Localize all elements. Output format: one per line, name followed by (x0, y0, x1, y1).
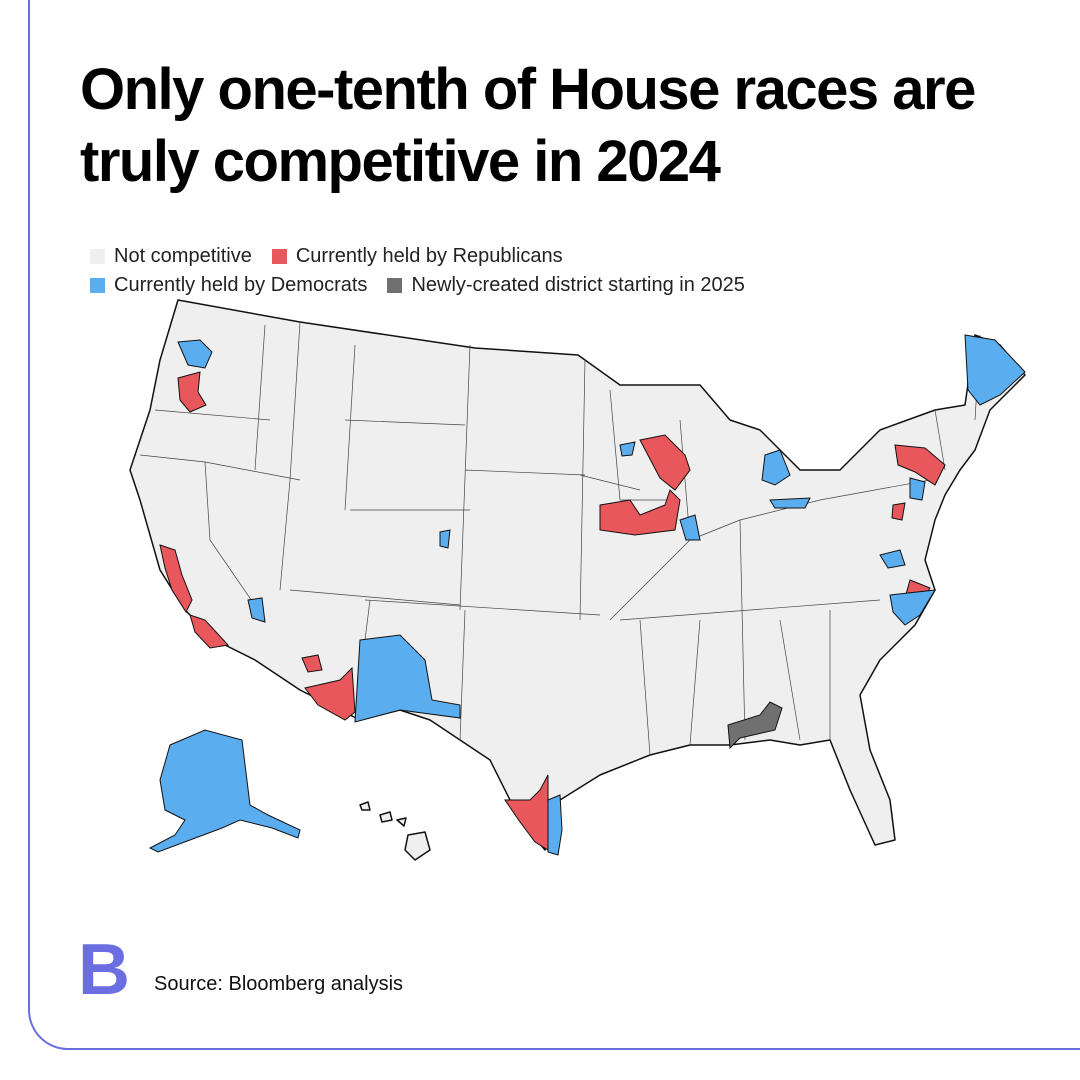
legend: Not competitive Currently held by Republi… (90, 242, 890, 300)
state-lines (139, 321, 981, 756)
district-region (639, 434, 691, 491)
district-region (964, 334, 1026, 406)
district-region (159, 544, 193, 614)
source: Source: Bloomberg analysis (154, 973, 404, 995)
district-region (177, 371, 207, 413)
legend-label: Newly-created district starting in 2025 (411, 274, 745, 296)
district-region (439, 529, 451, 549)
district-region (619, 441, 636, 457)
district-region (894, 444, 946, 486)
district-region (304, 666, 356, 721)
districts-democrat (148, 334, 1026, 856)
district-region (769, 497, 811, 509)
hawaii (359, 801, 431, 861)
legend-label: Currently held by Republicans (295, 245, 563, 267)
districts-republican (159, 371, 946, 851)
legend-swatch (90, 249, 105, 264)
legend-label: Not competitive (114, 245, 252, 267)
district-region (189, 614, 229, 649)
logo: B (78, 930, 130, 1010)
district-region (177, 339, 213, 369)
district-region (879, 549, 906, 569)
alaska (148, 729, 301, 853)
district-region (727, 701, 783, 750)
districts-new (727, 701, 783, 750)
district-region (889, 589, 936, 626)
district-region (547, 794, 563, 856)
district-region (909, 477, 926, 501)
legend-item: Currently held by Democrats (90, 271, 367, 300)
legend-swatch (271, 249, 287, 264)
legend-item: Newly-created district starting in 2025 (387, 271, 745, 300)
district-region (247, 597, 266, 623)
legend-item: Currently held by Republicans (271, 242, 563, 271)
district-region (301, 654, 323, 673)
district-region (599, 489, 681, 536)
legend-swatch (90, 278, 105, 293)
legend-item: Not competitive (90, 242, 252, 271)
lower-48 (129, 299, 1026, 851)
title: Only one-tenth of House races are truly … (80, 57, 976, 194)
district-region (679, 514, 701, 541)
frame (28, 0, 1080, 1050)
district-region (761, 449, 791, 486)
legend-swatch (387, 278, 403, 293)
legend-label: Currently held by Democrats (114, 274, 368, 296)
district-region (354, 634, 461, 723)
district-region (891, 502, 906, 521)
